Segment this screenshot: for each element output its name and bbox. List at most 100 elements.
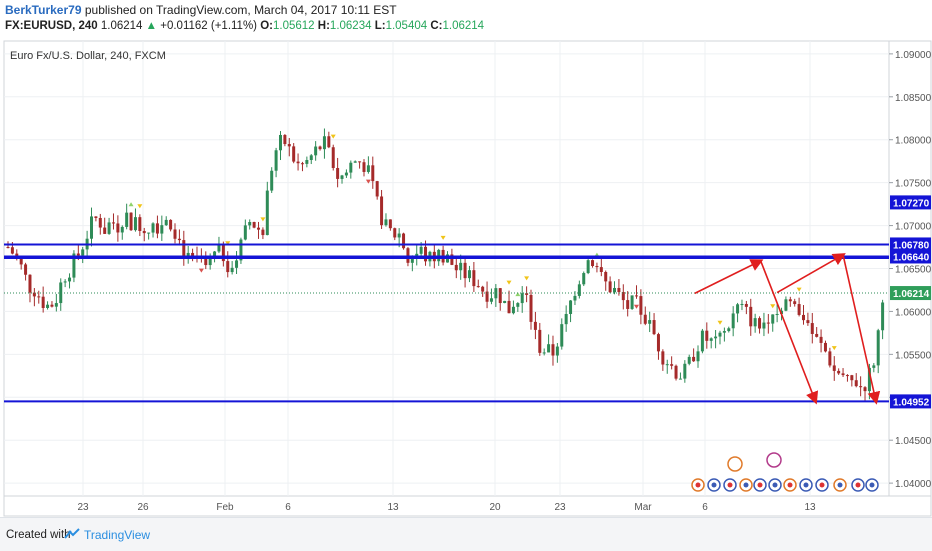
author-link[interactable]: BerkTurker79: [5, 3, 82, 17]
low-label: L:: [374, 20, 386, 32]
signal-marker: [128, 202, 134, 207]
candle-body: [872, 365, 876, 368]
candle-body: [661, 351, 665, 365]
candle-body: [613, 287, 617, 293]
candle-body: [643, 314, 647, 324]
extra-price-tag: [890, 195, 931, 210]
candle-body: [424, 246, 428, 262]
candle-body: [547, 344, 551, 353]
close-label: C:: [430, 20, 443, 32]
signal-marker: [506, 280, 512, 285]
candle-body: [125, 212, 129, 227]
tradingview-brand-link[interactable]: TradingView: [84, 528, 151, 542]
candle-body: [46, 304, 50, 308]
publish-info: published on TradingView.com, March 04, …: [84, 3, 397, 17]
x-tick-label: 26: [137, 502, 149, 513]
candle-body: [736, 304, 740, 314]
event-dot: [711, 482, 717, 488]
up-triangle-icon: ▲: [145, 20, 158, 32]
candle-body: [634, 295, 638, 297]
price-value: 1.06214: [100, 20, 143, 32]
footer-bar: Created with TradingView: [0, 517, 932, 551]
open-value: 1.05612: [273, 20, 315, 32]
level-price-tag: [890, 394, 931, 409]
x-tick-label: 23: [554, 502, 566, 513]
high-label: H:: [317, 20, 330, 32]
candle-body: [771, 314, 775, 324]
candle-body: [366, 165, 370, 172]
y-tick-label: 1.06000: [895, 307, 932, 318]
signal-marker: [225, 241, 231, 246]
candle-body: [32, 292, 36, 297]
level-price-tag: [890, 249, 931, 264]
candle-body: [94, 216, 98, 218]
candle-body: [538, 329, 542, 353]
candle-body: [507, 300, 511, 314]
candle-body: [450, 254, 454, 265]
level-price-label: 1.06780: [893, 240, 930, 251]
candle-body: [573, 295, 577, 301]
event-dot: [855, 482, 861, 488]
candle-body: [41, 296, 45, 308]
candle-body: [235, 260, 239, 268]
event-dot: [787, 482, 793, 488]
candle-body: [586, 260, 590, 274]
candle-body: [230, 267, 234, 273]
candle-body: [489, 298, 493, 302]
candle-body: [520, 293, 524, 304]
candle-body: [560, 324, 564, 347]
candle-body: [10, 247, 14, 254]
candle-body: [129, 212, 133, 231]
signal-marker: [515, 292, 521, 297]
candle-body: [331, 147, 335, 169]
candle-body: [569, 300, 573, 314]
candle-body: [318, 146, 322, 150]
candle-body: [525, 293, 529, 295]
candle-body: [248, 222, 252, 226]
candle-body: [555, 346, 559, 356]
candle-body: [749, 306, 753, 327]
projection-arrow: [776, 253, 846, 294]
candle-body: [705, 330, 709, 341]
candle-body: [863, 387, 867, 392]
candle-body: [287, 144, 291, 147]
candle-body: [81, 249, 85, 256]
candle-body: [626, 300, 630, 309]
projection-arrow: [759, 260, 819, 405]
chart-title: Euro Fx/U.S. Dollar, 240, FXCM: [10, 50, 166, 62]
candle-body: [683, 363, 687, 379]
candle-body: [265, 190, 269, 236]
level-price-label: 1.06640: [893, 252, 930, 263]
candle-body: [845, 375, 849, 377]
candle-body: [59, 282, 63, 304]
low-value: 1.05404: [385, 20, 428, 32]
candle-body: [111, 222, 115, 224]
candle-body: [639, 296, 643, 315]
candle-body: [810, 323, 814, 334]
candle-body: [714, 336, 718, 339]
candle-body: [296, 161, 300, 164]
candle-body: [257, 227, 261, 230]
candle-body: [762, 322, 766, 329]
signal-marker: [717, 320, 723, 325]
y-tick-label: 1.05500: [895, 350, 932, 361]
candle-body: [740, 303, 744, 305]
symbol-label[interactable]: FX:EURUSD, 240: [5, 20, 98, 32]
candle-body: [402, 233, 406, 249]
candle-body: [766, 322, 770, 324]
candle-body: [393, 228, 397, 238]
price-chart[interactable]: 1.09000 1.08500 1.08000 1.07500 1.07000 1.065…: [0, 40, 932, 517]
candle-body: [327, 136, 331, 148]
candle-body: [103, 227, 107, 234]
signal-marker: [770, 304, 776, 309]
candle-body: [665, 364, 669, 366]
candle-body: [397, 233, 401, 238]
candle-body: [617, 287, 621, 293]
candle-body: [806, 320, 810, 324]
x-tick-label: 20: [489, 502, 501, 513]
candle-body: [815, 333, 819, 337]
candle-body: [463, 262, 467, 279]
y-tick-label: 1.09000: [895, 50, 932, 61]
y-tick-label: 1.06500: [895, 265, 932, 276]
price-change: +0.01162 (+1.11%): [160, 20, 258, 32]
